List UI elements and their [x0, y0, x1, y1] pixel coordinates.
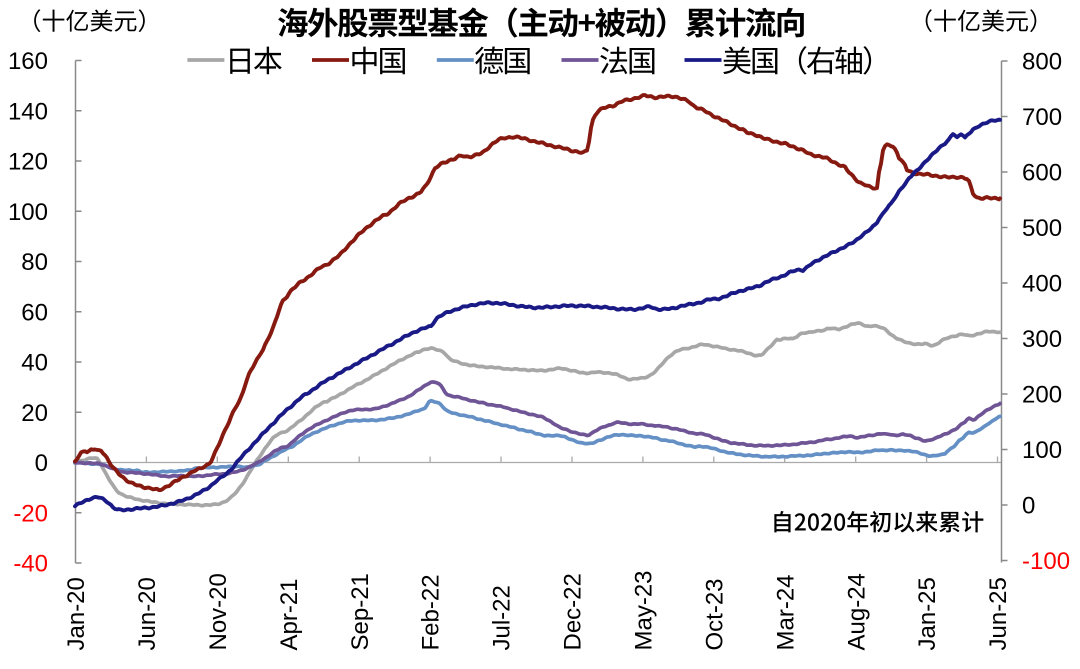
svg-text:-40: -40: [13, 551, 48, 578]
svg-text:20: 20: [21, 400, 48, 427]
svg-text:0: 0: [1022, 493, 1035, 520]
svg-text:400: 400: [1022, 271, 1062, 298]
svg-text:Dec-22: Dec-22: [560, 573, 587, 650]
svg-text:300: 300: [1022, 326, 1062, 353]
svg-text:140: 140: [8, 98, 48, 125]
svg-text:60: 60: [21, 299, 48, 326]
svg-text:Nov-20: Nov-20: [205, 573, 232, 650]
svg-text:120: 120: [8, 149, 48, 176]
svg-text:-100: -100: [1022, 548, 1070, 575]
svg-text:Aug-24: Aug-24: [843, 573, 870, 650]
svg-text:200: 200: [1022, 382, 1062, 409]
svg-text:160: 160: [8, 48, 48, 75]
svg-text:100: 100: [8, 199, 48, 226]
svg-text:Apr-21: Apr-21: [276, 578, 303, 650]
svg-text:Jan-25: Jan-25: [914, 577, 941, 650]
svg-text:700: 700: [1022, 104, 1062, 131]
svg-text:Sep-21: Sep-21: [347, 573, 374, 650]
svg-text:Jun-25: Jun-25: [985, 577, 1012, 650]
svg-text:600: 600: [1022, 160, 1062, 187]
svg-text:0: 0: [35, 450, 48, 477]
svg-text:100: 100: [1022, 437, 1062, 464]
svg-text:Oct-23: Oct-23: [701, 578, 728, 650]
svg-text:500: 500: [1022, 215, 1062, 242]
svg-text:-20: -20: [13, 500, 48, 527]
svg-text:Mar-24: Mar-24: [772, 574, 799, 650]
svg-text:Feb-22: Feb-22: [418, 574, 445, 650]
svg-text:80: 80: [21, 249, 48, 276]
svg-text:Jul-22: Jul-22: [489, 585, 516, 650]
svg-text:800: 800: [1022, 49, 1062, 76]
svg-text:Jan-20: Jan-20: [63, 577, 90, 650]
svg-text:Jun-20: Jun-20: [134, 577, 161, 650]
svg-text:40: 40: [21, 350, 48, 377]
svg-text:May-23: May-23: [631, 570, 658, 650]
